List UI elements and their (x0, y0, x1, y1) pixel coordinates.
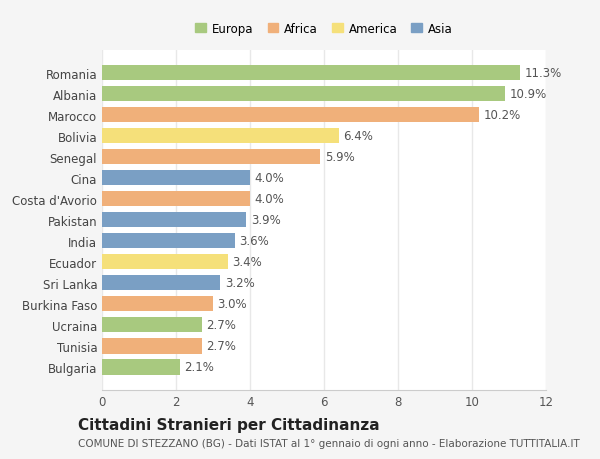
Text: 2.7%: 2.7% (206, 319, 236, 332)
Text: 3.2%: 3.2% (225, 277, 254, 290)
Bar (102, 255, 228, 270)
Legend: Europa, Africa, America, Asia: Europa, Africa, America, Asia (192, 19, 456, 39)
Bar (102, 192, 250, 207)
Text: COMUNE DI STEZZANO (BG) - Dati ISTAT al 1° gennaio di ogni anno - Elaborazione T: COMUNE DI STEZZANO (BG) - Dati ISTAT al … (78, 438, 580, 448)
Bar (102, 359, 180, 375)
Bar (102, 66, 520, 81)
Text: 2.1%: 2.1% (184, 361, 214, 374)
Bar (102, 108, 479, 123)
Text: 2.7%: 2.7% (206, 340, 236, 353)
Bar (102, 297, 213, 312)
Bar (102, 213, 247, 228)
Bar (102, 87, 505, 102)
Text: 11.3%: 11.3% (524, 67, 562, 80)
Text: 5.9%: 5.9% (325, 151, 355, 164)
Text: 4.0%: 4.0% (254, 193, 284, 206)
Text: 10.9%: 10.9% (510, 88, 547, 101)
Text: 4.0%: 4.0% (254, 172, 284, 185)
Bar (102, 339, 202, 354)
Text: 3.6%: 3.6% (239, 235, 269, 248)
Bar (102, 129, 339, 144)
Bar (102, 318, 202, 333)
Bar (102, 234, 235, 249)
Bar (102, 150, 320, 165)
Text: 3.9%: 3.9% (251, 214, 280, 227)
Text: 6.4%: 6.4% (343, 130, 373, 143)
Text: 3.0%: 3.0% (217, 298, 247, 311)
Bar (102, 276, 220, 291)
Bar (102, 171, 250, 186)
Text: 10.2%: 10.2% (484, 109, 521, 122)
Text: 3.4%: 3.4% (232, 256, 262, 269)
Text: Cittadini Stranieri per Cittadinanza: Cittadini Stranieri per Cittadinanza (78, 417, 380, 432)
